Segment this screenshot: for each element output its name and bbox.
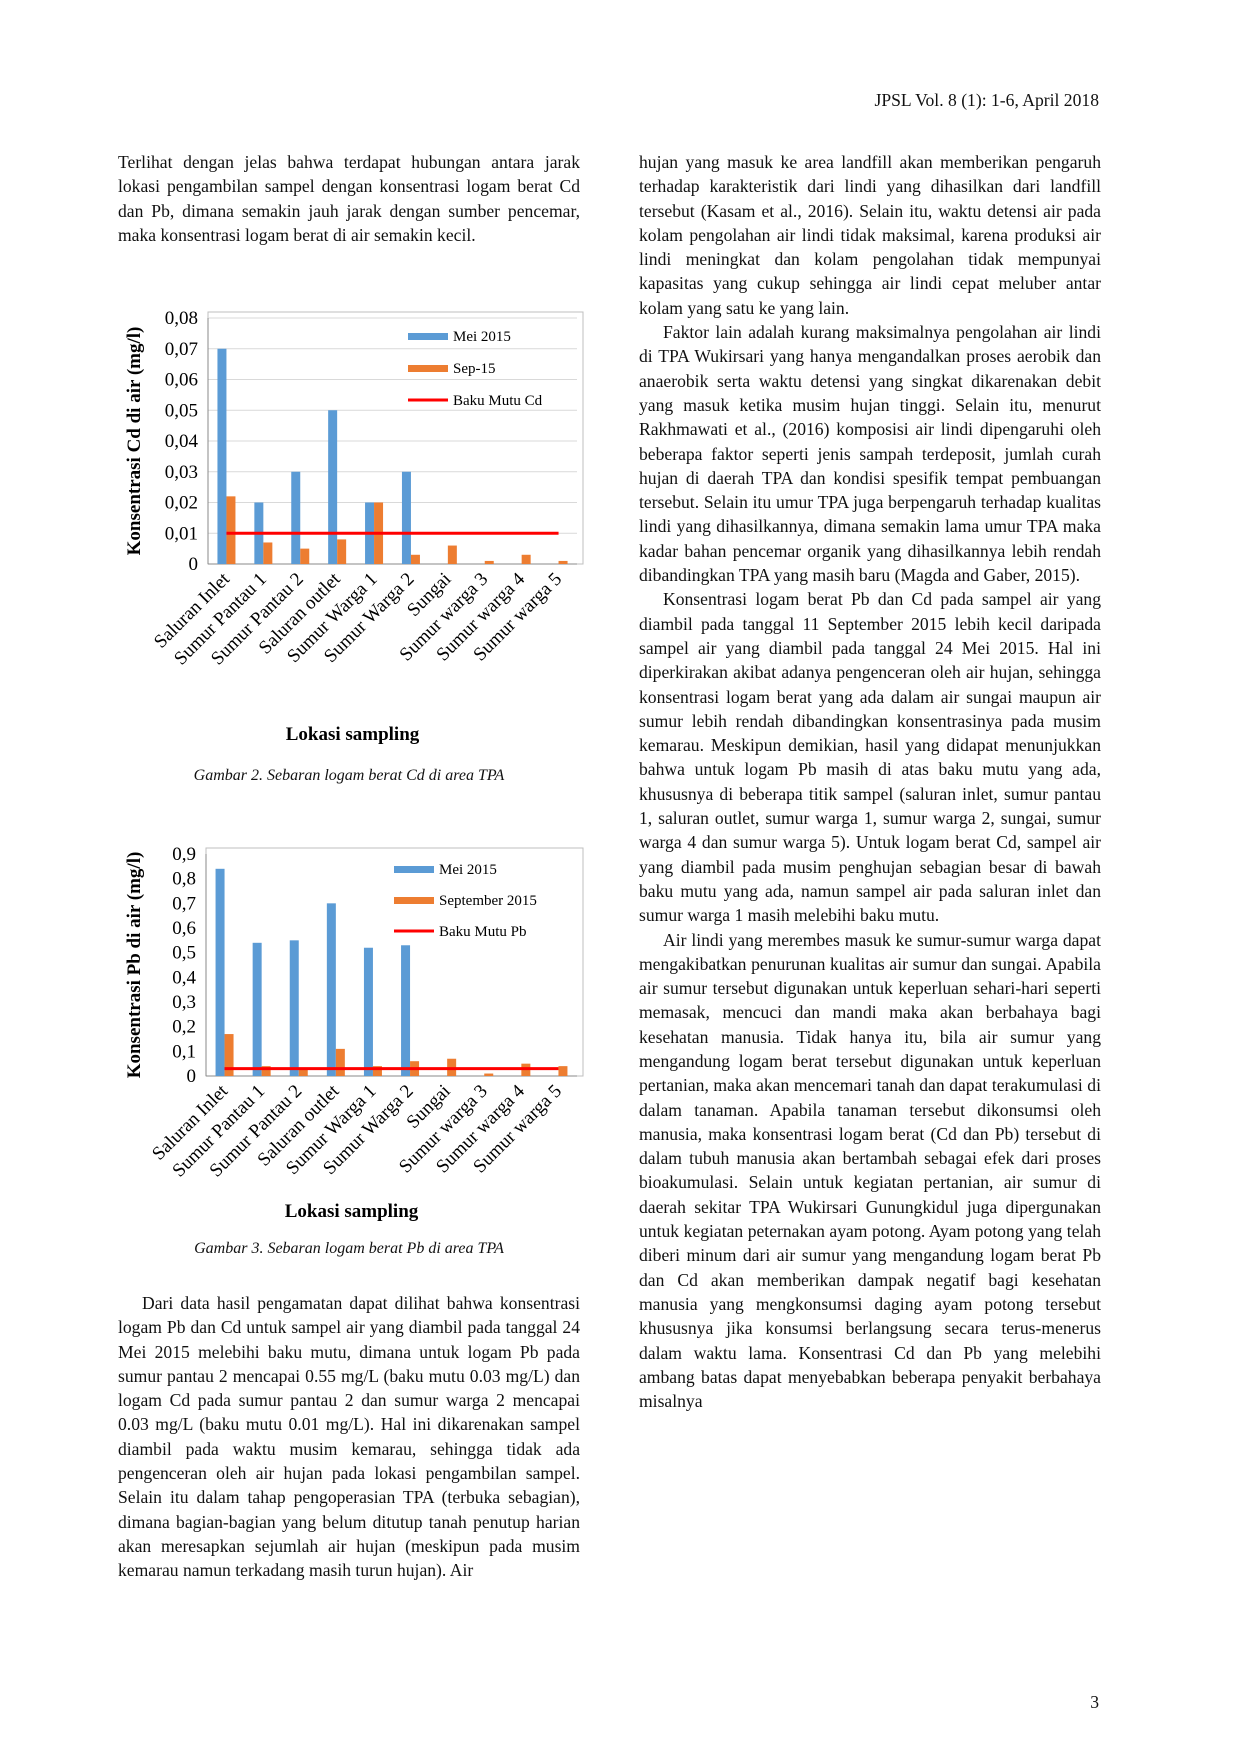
y-axis-title: Konsentrasi Pb di air (mg/l) xyxy=(124,852,145,1079)
plot-frame xyxy=(205,847,584,1077)
page-number: 3 xyxy=(1090,1692,1099,1712)
legend-label: Mei 2015 xyxy=(453,329,511,345)
bar xyxy=(217,348,227,564)
y-tick-label: 0,08 xyxy=(165,308,198,329)
paragraph: Faktor lain adalah kurang maksimalnya pe… xyxy=(639,322,1101,586)
y-tick-label: 0,01 xyxy=(165,523,198,544)
bar xyxy=(401,945,411,1076)
y-tick-label: 0,03 xyxy=(165,462,198,483)
bar xyxy=(558,560,568,564)
y-tick-label: 0,07 xyxy=(165,339,198,360)
bar xyxy=(484,560,494,564)
y-tick-label: 0,05 xyxy=(165,400,198,421)
chart: 00,010,020,030,040,050,060,070,08Saluran… xyxy=(124,308,584,745)
y-tick-label: 0,3 xyxy=(172,992,196,1013)
bar xyxy=(484,1073,494,1076)
bar xyxy=(289,940,299,1076)
bar xyxy=(410,554,420,564)
y-tick-label: 0,9 xyxy=(172,844,196,865)
legend-swatch xyxy=(408,333,448,340)
bar xyxy=(447,545,457,564)
paragraph: Dari data hasil pengamatan dapat dilihat… xyxy=(118,1293,580,1581)
bar xyxy=(328,410,338,564)
legend-swatch xyxy=(408,365,448,372)
bar xyxy=(226,496,236,564)
y-tick-label: 0,06 xyxy=(165,370,198,391)
y-axis-title: Konsentrasi Cd di air (mg/l) xyxy=(124,327,145,556)
y-tick-label: 0,2 xyxy=(172,1017,196,1038)
y-tick-label: 0,1 xyxy=(172,1041,196,1062)
paragraph: Konsentrasi logam berat Pb dan Cd pada s… xyxy=(639,589,1101,926)
left-column-top: Terlihat dengan jelas bahwa terdapat hub… xyxy=(118,150,580,247)
y-tick-label: 0,6 xyxy=(172,918,196,939)
bar xyxy=(224,1034,234,1076)
y-tick-label: 0,4 xyxy=(172,967,196,988)
figure-caption: Gambar 2. Sebaran logam berat Cd di area… xyxy=(193,767,505,784)
right-column: hujan yang masuk ke area landfill akan m… xyxy=(639,150,1101,1413)
legend-label: Sep-15 xyxy=(453,361,496,377)
legend-label: Baku Mutu Cd xyxy=(453,393,543,409)
bar xyxy=(521,554,531,564)
legend-swatch xyxy=(394,897,434,904)
y-tick-label: 0,5 xyxy=(172,943,196,964)
bar xyxy=(401,471,411,564)
legend-label: Baku Mutu Pb xyxy=(439,924,527,940)
bar xyxy=(298,1068,308,1076)
bar xyxy=(261,1066,271,1076)
y-tick-label: 0 xyxy=(187,1066,197,1087)
paragraph: hujan yang masuk ke area landfill akan m… xyxy=(639,152,1101,318)
plot-frame xyxy=(207,311,584,565)
y-tick-label: 0,8 xyxy=(172,869,196,890)
bar xyxy=(363,947,373,1076)
bar xyxy=(252,942,262,1076)
bar xyxy=(215,868,225,1076)
figure-caption: Gambar 3. Sebaran logam berat Pb di area… xyxy=(194,1240,504,1257)
paragraph: Air lindi yang merembes masuk ke sumur-s… xyxy=(639,929,1101,1412)
running-header: JPSL Vol. 8 (1): 1-6, April 2018 xyxy=(874,90,1099,110)
bar xyxy=(326,903,336,1076)
bar xyxy=(372,1066,382,1076)
y-tick-label: 0,02 xyxy=(165,493,198,514)
bar xyxy=(558,1066,568,1076)
x-axis-title: Lokasi sampling xyxy=(286,724,420,745)
bar xyxy=(335,1048,345,1076)
bar xyxy=(300,548,310,564)
bar xyxy=(263,542,273,564)
left-column-bottom: Dari data hasil pengamatan dapat dilihat… xyxy=(118,1291,580,1583)
legend-label: September 2015 xyxy=(439,893,537,909)
legend-swatch xyxy=(394,866,434,873)
bar xyxy=(337,539,347,564)
legend-label: Mei 2015 xyxy=(439,862,497,878)
x-axis-title: Lokasi sampling xyxy=(285,1201,419,1222)
y-tick-label: 0 xyxy=(189,554,199,575)
y-tick-label: 0,7 xyxy=(172,893,196,914)
bar xyxy=(291,471,301,564)
y-tick-label: 0,04 xyxy=(165,431,199,452)
paragraph: Terlihat dengan jelas bahwa terdapat hub… xyxy=(118,152,580,245)
